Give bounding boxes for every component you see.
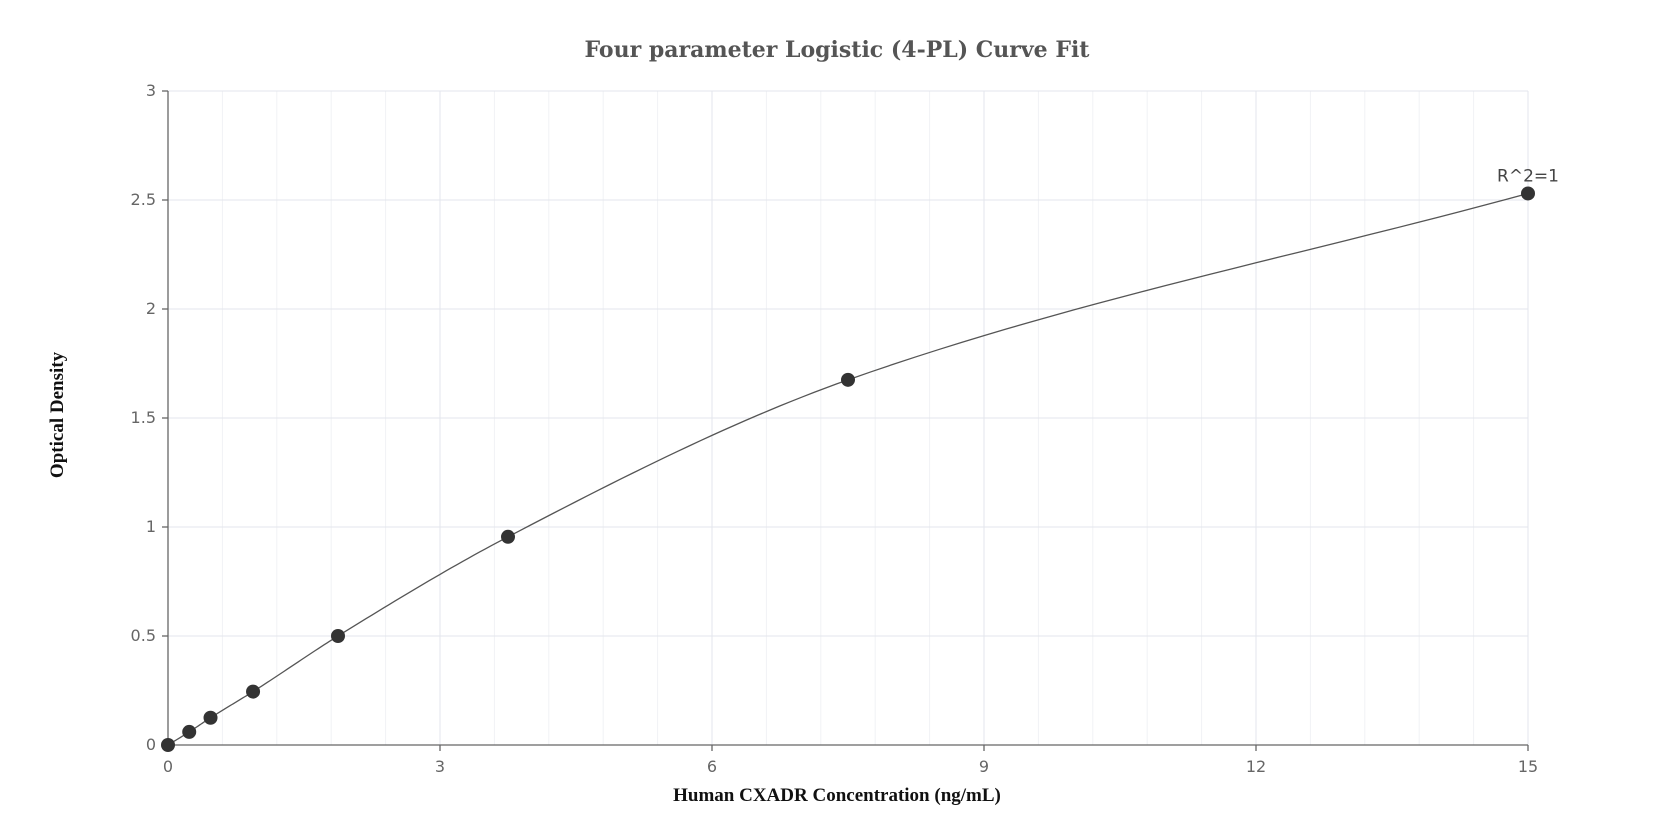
r-squared-annotation: R^2=1: [1497, 166, 1559, 186]
data-point: [161, 738, 175, 752]
y-tick-label: 1.5: [131, 408, 156, 427]
x-tick-label: 3: [435, 757, 445, 776]
data-points: [161, 186, 1535, 752]
y-tick-label: 0.5: [131, 626, 156, 645]
data-point: [841, 372, 855, 387]
y-tick-label: 1: [146, 517, 156, 536]
x-tick-label: 15: [1518, 757, 1538, 776]
y-tick-label: 2: [146, 299, 156, 318]
y-axis-title: Optical Density: [47, 351, 68, 478]
axes: 0 3 6 9 12 15 0 0.5 1 1.5 2 2.5 3: [131, 81, 1539, 776]
y-tick-label: 3: [146, 81, 156, 100]
data-point: [1521, 186, 1535, 201]
x-tick-label: 9: [979, 757, 989, 776]
fit-curve-layer: [167, 192, 1529, 746]
chart-title: Four parameter Logistic (4-PL) Curve Fit: [585, 37, 1091, 63]
y-tick-label: 0: [146, 735, 156, 754]
data-point: [331, 629, 345, 643]
grid: [167, 90, 1529, 746]
data-point: [182, 724, 197, 739]
y-tick-label: 2.5: [131, 190, 156, 209]
x-axis-title: Human CXADR Concentration (ng/mL): [673, 785, 1001, 806]
x-tick-label: 6: [707, 757, 717, 776]
data-point: [246, 684, 261, 699]
data-point: [203, 710, 218, 725]
x-tick-label: 0: [163, 757, 173, 776]
data-point: [501, 529, 515, 544]
x-tick-label: 12: [1246, 757, 1266, 776]
fit-curve-line: [167, 192, 1529, 746]
annotations: R^2=1: [1497, 166, 1559, 186]
